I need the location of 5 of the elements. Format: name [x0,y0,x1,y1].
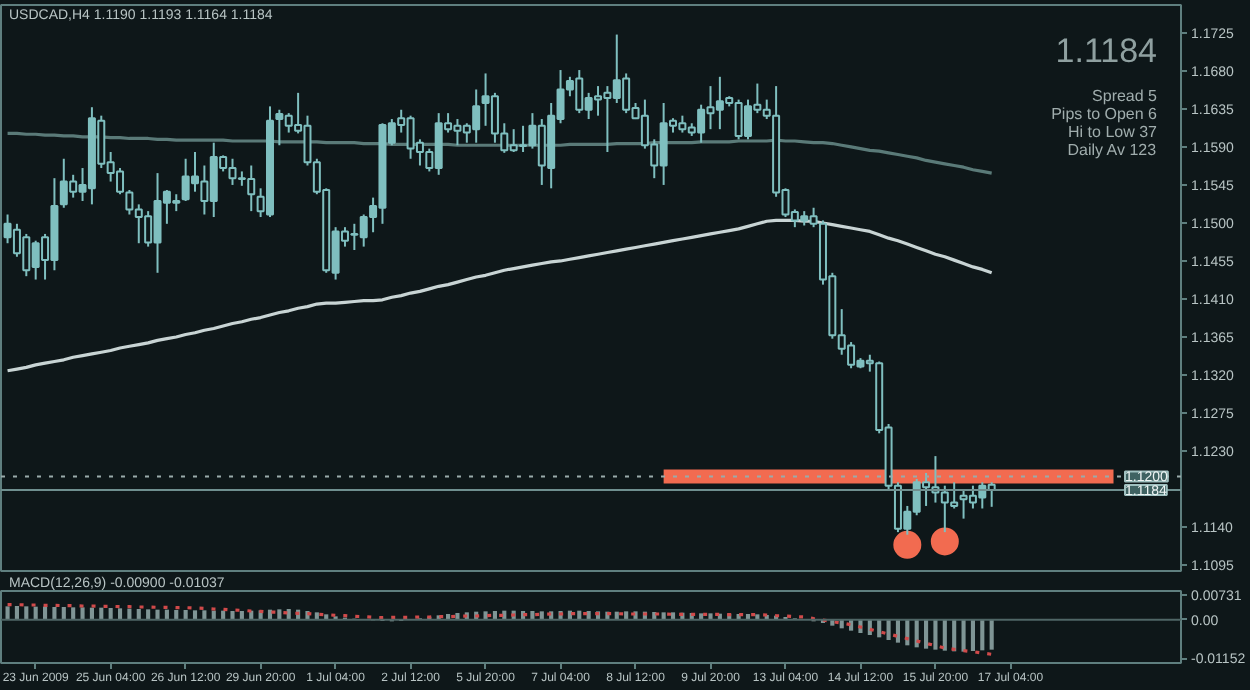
annotation: Pips to Open 6 [1051,104,1159,123]
annotation: Hi to Low 37 [1068,122,1159,141]
annotation: Spread 5 [1092,86,1159,105]
annotation: 1.1184 [1055,32,1157,71]
annotation: Daily Av 123 [1067,140,1158,159]
